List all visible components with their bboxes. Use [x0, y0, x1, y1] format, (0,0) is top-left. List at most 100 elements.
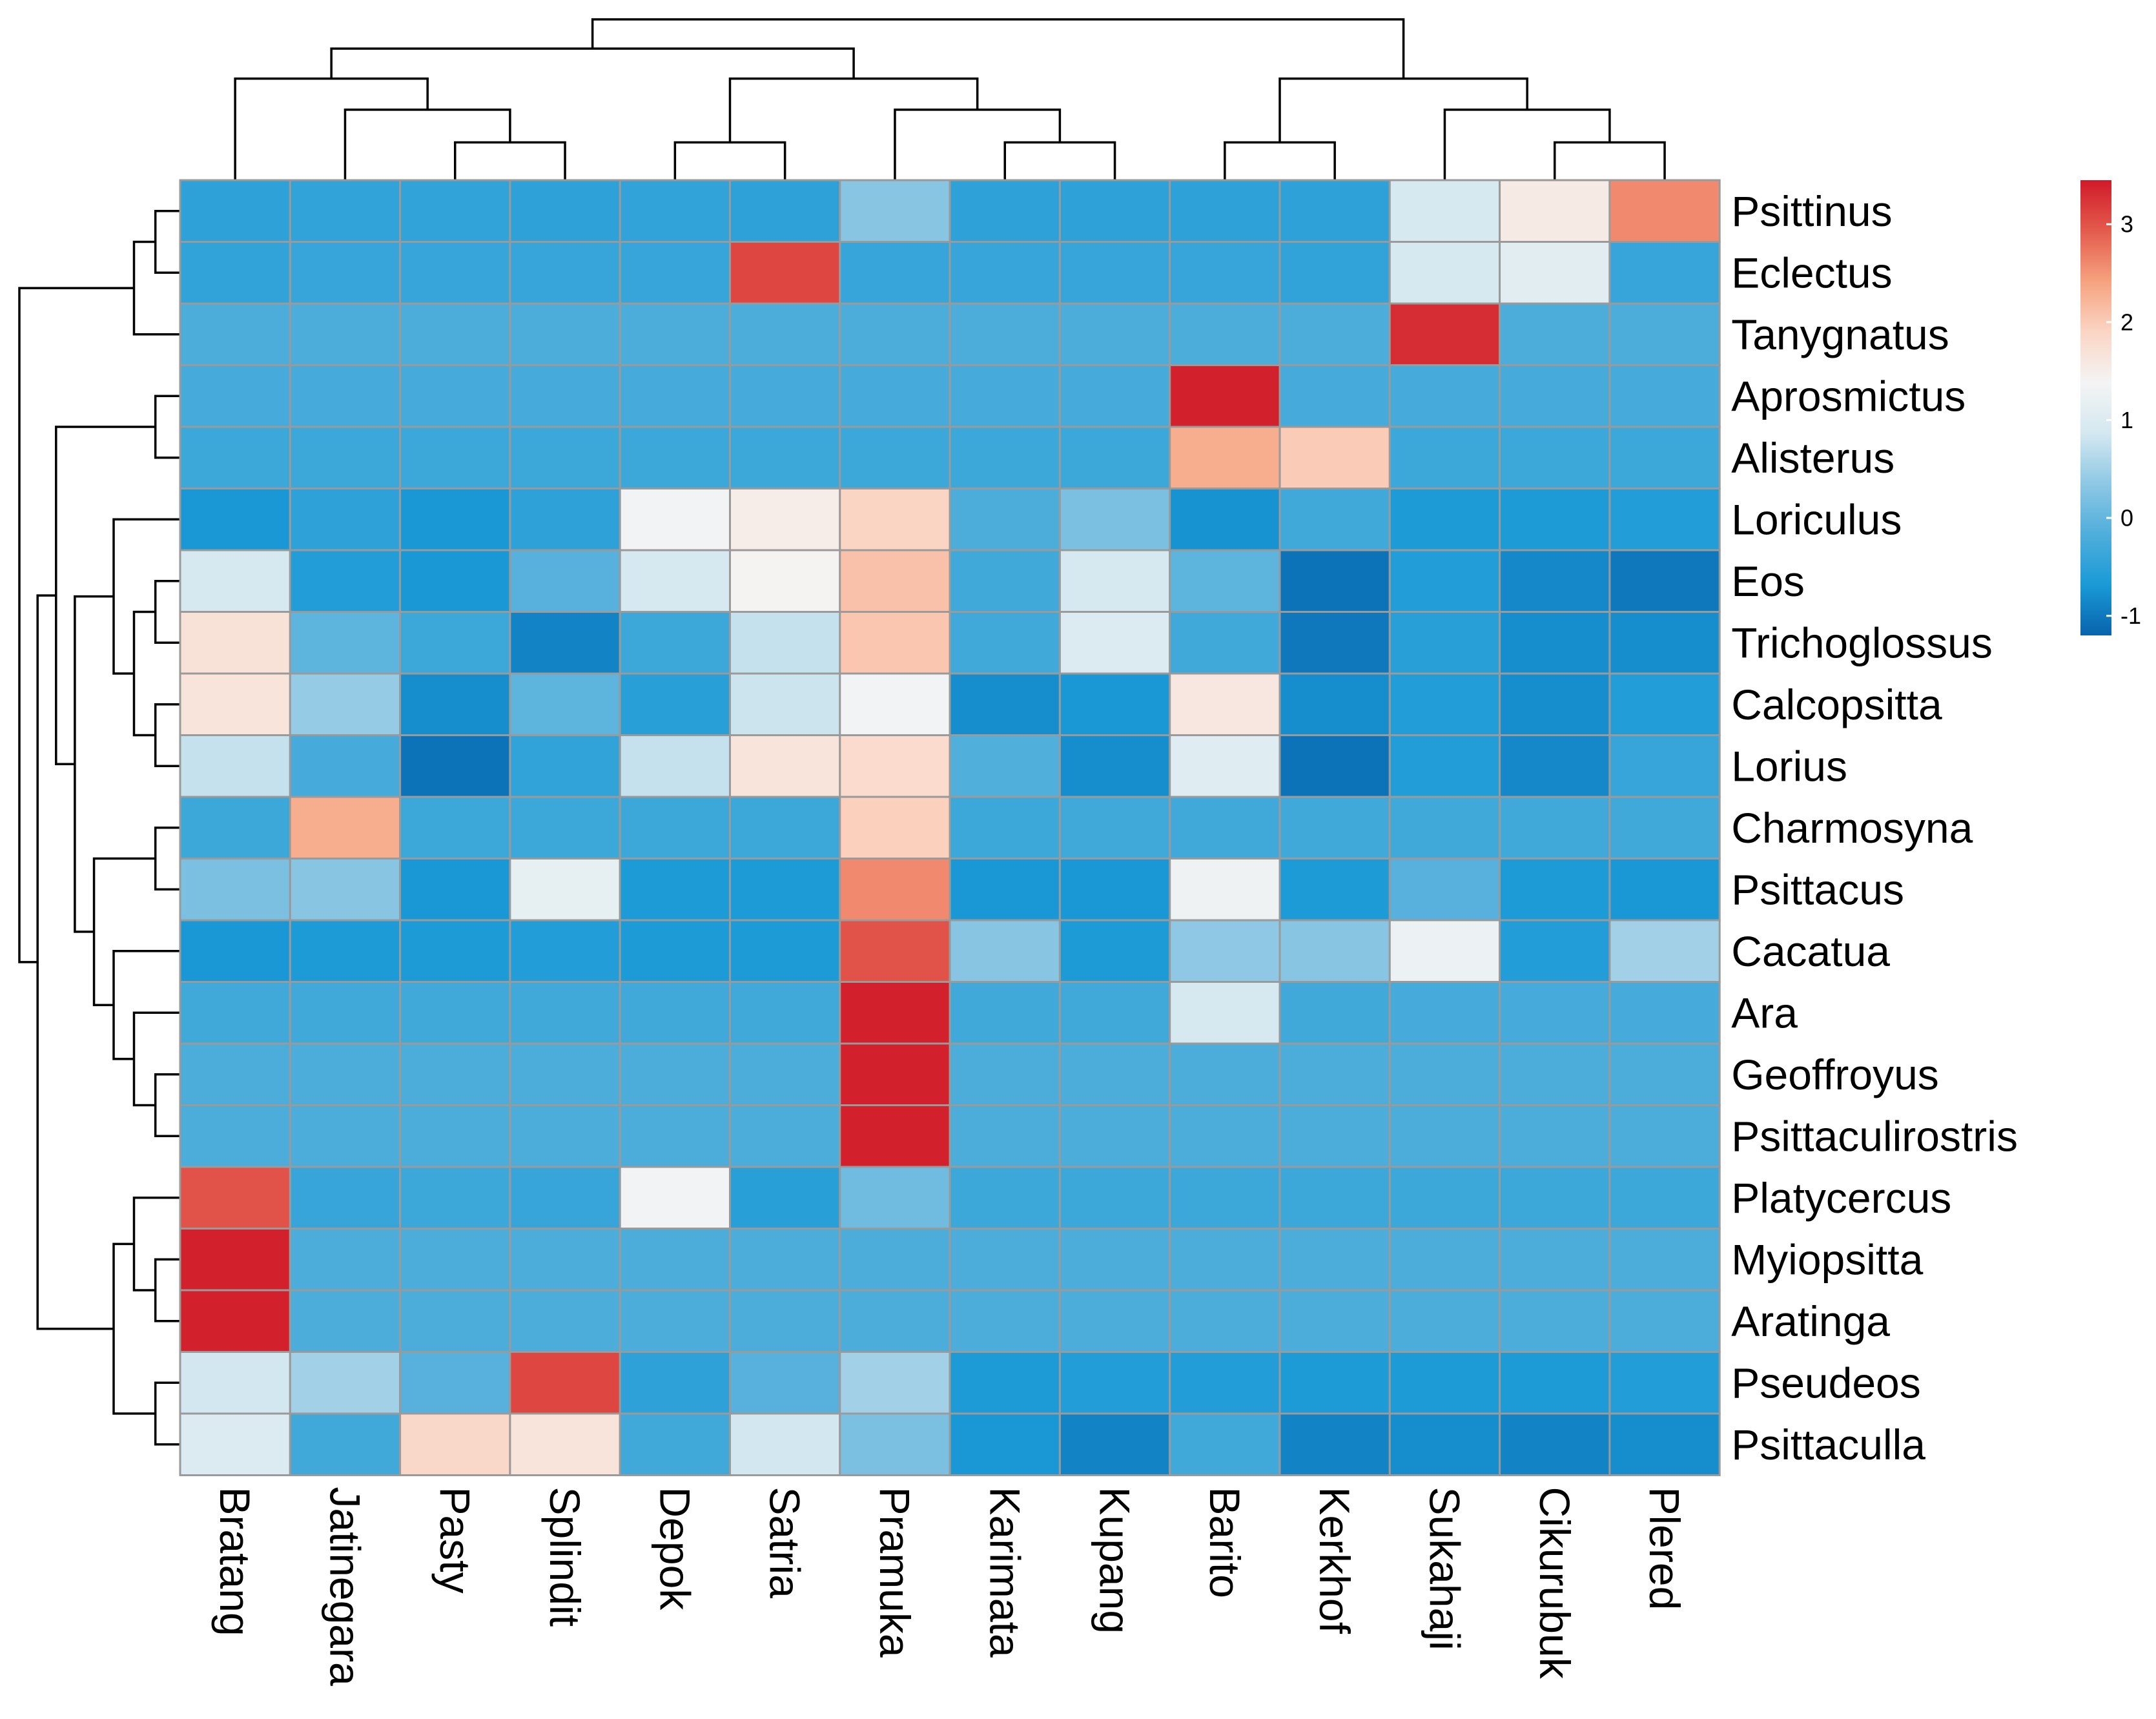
- heatmap-cell-alisterus-pasty: [399, 426, 511, 489]
- heatmap-cell-aprosmictus-plered: [1608, 364, 1721, 428]
- heatmap-cell-aprosmictus-bratang: [179, 364, 291, 428]
- heatmap-cell-psittacus-satria: [729, 858, 841, 921]
- heatmap-cell-psittaculirostris-splindit: [509, 1104, 621, 1168]
- heatmap-cell-ara-splindit: [509, 981, 621, 1045]
- col-label-bratang: Bratang: [211, 1487, 259, 1636]
- heatmap-cell-loriculus-kupang: [1058, 488, 1171, 551]
- row-label-tanygnatus: Tanygnatus: [1731, 311, 1949, 358]
- heatmap-cell-myiopsitta-karimata: [949, 1228, 1061, 1292]
- heatmap-cell-cacatua-plered: [1608, 919, 1721, 983]
- heatmap-cell-pseudeos-kerkhof: [1278, 1351, 1391, 1415]
- row-label-charmosyna: Charmosyna: [1731, 804, 1973, 852]
- heatmap-cell-lorius-depok: [619, 734, 732, 798]
- heatmap-cell-loriculus-depok: [619, 488, 732, 551]
- col-label-cikurubuk: Cikurubuk: [1531, 1487, 1579, 1680]
- row-label-psittacus: Psittacus: [1731, 865, 1904, 913]
- heatmap-cell-platycercus-barito: [1169, 1166, 1281, 1230]
- heatmap-cell-lorius-karimata: [949, 734, 1061, 798]
- row-label-ara: Ara: [1731, 989, 1798, 1036]
- heatmap-cell-charmosyna-splindit: [509, 796, 621, 860]
- heatmap-cell-geoffroyus-jatinegara: [289, 1042, 402, 1106]
- heatmap-cell-platycercus-jatinegara: [289, 1166, 402, 1230]
- heatmap-cell-aratinga-kupang: [1058, 1289, 1171, 1353]
- heatmap-cell-eos-pasty: [399, 549, 511, 613]
- heatmap-cell-eclectus-kerkhof: [1278, 241, 1391, 305]
- heatmap-cell-aprosmictus-cikurubuk: [1499, 364, 1611, 428]
- heatmap-cell-eos-karimata: [949, 549, 1061, 613]
- heatmap-cell-aprosmictus-pramuka: [839, 364, 951, 428]
- heatmap-cell-psittinus-sukahaji: [1388, 179, 1501, 243]
- heatmap-cell-geoffroyus-kupang: [1058, 1042, 1171, 1106]
- row-dendrogram-branch-15: [132, 1197, 180, 1292]
- col-label-sukahaji: Sukahaji: [1421, 1487, 1468, 1651]
- heatmap-cell-alisterus-kupang: [1058, 426, 1171, 489]
- heatmap-cell-charmosyna-kerkhof: [1278, 796, 1391, 860]
- heatmap-cell-ara-pasty: [399, 981, 511, 1045]
- heatmap-cell-calcopsitta-plered: [1608, 672, 1721, 736]
- heatmap-cell-charmosyna-sukahaji: [1388, 796, 1501, 860]
- heatmap-cell-psittacus-kerkhof: [1278, 858, 1391, 921]
- heatmap-cell-ara-kupang: [1058, 981, 1171, 1045]
- heatmap-cell-pseudeos-barito: [1169, 1351, 1281, 1415]
- row-label-eclectus: Eclectus: [1731, 249, 1892, 296]
- row-dendrogram-branch-9: [132, 1011, 180, 1107]
- heatmap-cell-geoffroyus-cikurubuk: [1499, 1042, 1611, 1106]
- heatmap-cell-aprosmictus-karimata: [949, 364, 1061, 428]
- heatmap-cell-loriculus-sukahaji: [1388, 488, 1501, 551]
- color-legend: -1 0 1 2 3: [2080, 180, 2141, 635]
- heatmap-cell-trichoglossus-splindit: [509, 611, 621, 675]
- heatmap-cell-psittinus-splindit: [509, 179, 621, 243]
- heatmap-cell-psittacus-depok: [619, 858, 732, 921]
- heatmap-cell-geoffroyus-depok: [619, 1042, 732, 1106]
- row-dendrogram-branch-5: [132, 610, 156, 737]
- heatmap-cell-lorius-pramuka: [839, 734, 951, 798]
- col-dendrogram-branch-2: [234, 77, 429, 180]
- heatmap-cell-psittaculirostris-sukahaji: [1388, 1104, 1501, 1168]
- heatmap-cell-aratinga-barito: [1169, 1289, 1281, 1353]
- colorbar-tick-label: 3: [2120, 211, 2133, 238]
- heatmap-cell-tanygnatus-pasty: [399, 302, 511, 366]
- row-label-trichoglossus: Trichoglossus: [1731, 619, 1993, 666]
- heatmap-cell-pseudeos-sukahaji: [1388, 1351, 1501, 1415]
- heatmap-cell-myiopsitta-satria: [729, 1228, 841, 1292]
- heatmap-cell-alisterus-cikurubuk: [1499, 426, 1611, 489]
- heatmap-cell-trichoglossus-plered: [1608, 611, 1721, 675]
- heatmap-cell-eclectus-sukahaji: [1388, 241, 1501, 305]
- heatmap-cell-pseudeos-cikurubuk: [1499, 1351, 1611, 1415]
- heatmap-cell-myiopsitta-cikurubuk: [1499, 1228, 1611, 1292]
- heatmap-cell-cacatua-pasty: [399, 919, 511, 983]
- heatmap-cell-eos-kerkhof: [1278, 549, 1391, 613]
- heatmap-cell-aratinga-pasty: [399, 1289, 511, 1353]
- heatmap-cell-alisterus-jatinegara: [289, 426, 402, 489]
- heatmap-cell-ara-barito: [1169, 981, 1281, 1045]
- heatmap-cell-platycercus-kupang: [1058, 1166, 1171, 1230]
- heatmap-cell-ara-depok: [619, 981, 732, 1045]
- heatmap-cell-eclectus-pasty: [399, 241, 511, 305]
- heatmap-cell-eclectus-bratang: [179, 241, 291, 305]
- heatmap-cell-aprosmictus-barito: [1169, 364, 1281, 428]
- heatmap-cell-platycercus-bratang: [179, 1166, 291, 1230]
- heatmap-cell-cacatua-satria: [729, 919, 841, 983]
- heatmap-cell-trichoglossus-jatinegara: [289, 611, 402, 675]
- heatmap-cell-eos-depok: [619, 549, 732, 613]
- heatmap-cell-lorius-bratang: [179, 734, 291, 798]
- heatmap-cell-psittinus-bratang: [179, 179, 291, 243]
- heatmap-cell-charmosyna-kupang: [1058, 796, 1171, 860]
- col-label-splindit: Splindit: [541, 1487, 589, 1627]
- heatmap-cell-loriculus-bratang: [179, 488, 291, 551]
- heatmap-cell-psittaculla-kerkhof: [1278, 1412, 1391, 1476]
- heatmap-cell-geoffroyus-bratang: [179, 1042, 291, 1106]
- heatmap-cell-psittaculirostris-pramuka: [839, 1104, 951, 1168]
- heatmap-cell-lorius-plered: [1608, 734, 1721, 798]
- heatmap-cell-cacatua-splindit: [509, 919, 621, 983]
- heatmap-cell-loriculus-barito: [1169, 488, 1281, 551]
- row-label-myiopsitta: Myiopsitta: [1731, 1235, 1923, 1283]
- heatmap-cell-tanygnatus-plered: [1608, 302, 1721, 366]
- row-dendrogram-branch-6: [112, 518, 180, 675]
- heatmap-cell-cacatua-kupang: [1058, 919, 1171, 983]
- heatmap-cell-aratinga-depok: [619, 1289, 732, 1353]
- row-dendrogram-branch-19: [18, 287, 134, 963]
- heatmap-cell-ara-pramuka: [839, 981, 951, 1045]
- colorbar-tick-label: 1: [2120, 407, 2133, 433]
